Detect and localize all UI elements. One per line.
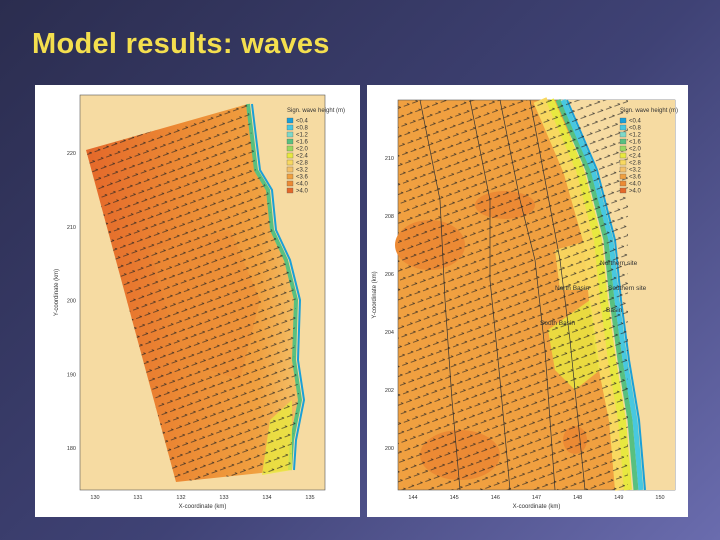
y-tick-label: 200 <box>67 299 76 305</box>
x-tick-label: 133 <box>219 495 228 501</box>
y-axis-label: Y-coordinate (km) <box>372 271 378 318</box>
legend-label: <0.4 <box>629 119 642 125</box>
legend-swatch <box>619 145 627 152</box>
y-axis-label: Y-coordinate (km) <box>54 269 60 316</box>
legend-swatch <box>286 152 294 159</box>
y-tick-label: 180 <box>67 446 76 452</box>
legend-label: <1.2 <box>629 133 642 139</box>
legend-label: <0.8 <box>629 126 642 132</box>
x-tick-label: 131 <box>133 495 142 501</box>
legend-swatch <box>619 124 627 131</box>
legend-swatch <box>619 152 627 159</box>
legend-swatch <box>286 159 294 166</box>
legend-swatch <box>619 131 627 138</box>
legend-label: <1.6 <box>629 140 642 146</box>
legend-swatch <box>286 173 294 180</box>
map-annotation: South Basin <box>540 320 575 327</box>
x-tick-label: 130 <box>90 495 99 501</box>
legend-swatch <box>619 187 627 194</box>
legend-swatch <box>286 180 294 187</box>
legend-swatch <box>619 138 627 145</box>
legend-swatch <box>619 117 627 124</box>
map-annotation: Basin <box>606 307 623 314</box>
map-annotation: Southern site <box>608 285 647 292</box>
legend-label: <2.4 <box>629 154 642 160</box>
x-tick-label: 150 <box>655 495 664 501</box>
legend-swatch <box>619 173 627 180</box>
y-tick-label: 210 <box>67 225 76 231</box>
map-annotation: North Basin <box>555 285 589 292</box>
legend-label: <0.4 <box>296 119 309 125</box>
legend-label: <2.0 <box>629 147 642 153</box>
legend-label: <2.4 <box>296 154 309 160</box>
right-figure <box>367 85 688 517</box>
x-tick-label: 145 <box>450 495 459 501</box>
legend-label: <2.0 <box>296 147 309 153</box>
legend-swatch <box>619 180 627 187</box>
x-tick-label: 132 <box>176 495 185 501</box>
y-tick-label: 204 <box>385 330 394 336</box>
legend-label: <4.0 <box>629 182 642 188</box>
coast-line <box>251 103 306 471</box>
slide-title: Model results: waves <box>32 28 330 60</box>
x-tick-label: 147 <box>532 495 541 501</box>
legend-swatch <box>619 159 627 166</box>
y-tick-label: 202 <box>385 388 394 394</box>
legend-label: <0.8 <box>296 126 309 132</box>
y-tick-label: 210 <box>385 156 394 162</box>
legend-label: <4.0 <box>296 182 309 188</box>
map-annotation: Northern site <box>600 260 638 267</box>
y-tick-label: 220 <box>67 151 76 157</box>
legend-swatch <box>619 166 627 173</box>
legend-swatch <box>286 117 294 124</box>
legend-label: <2.8 <box>629 161 642 167</box>
x-tick-label: 146 <box>491 495 500 501</box>
legend-swatch <box>286 166 294 173</box>
x-tick-label: 148 <box>573 495 582 501</box>
legend-title: Sign. wave height (m) <box>287 108 345 114</box>
wave-vectors <box>398 100 628 490</box>
wave-vectors <box>86 104 300 482</box>
legend-label: <1.2 <box>296 133 309 139</box>
legend-label: >4.0 <box>296 189 309 195</box>
legend-label: <2.8 <box>296 161 309 167</box>
left-figure <box>35 85 360 517</box>
x-tick-label: 144 <box>408 495 417 501</box>
legend-title: Sign. wave height (m) <box>620 108 678 114</box>
legend-label: <3.6 <box>629 175 642 181</box>
legend-swatch <box>286 187 294 194</box>
x-tick-label: 149 <box>614 495 623 501</box>
legend-swatch <box>286 124 294 131</box>
y-tick-label: 206 <box>385 272 394 278</box>
x-tick-label: 135 <box>305 495 314 501</box>
legend-label: >4.0 <box>629 189 642 195</box>
legend-label: <3.2 <box>629 168 642 174</box>
legend-swatch <box>286 131 294 138</box>
legend-label: <3.6 <box>296 175 309 181</box>
x-axis-label: X-coordinate (km) <box>179 504 227 510</box>
legend-label: <1.6 <box>296 140 309 146</box>
legend-label: <3.2 <box>296 168 309 174</box>
y-tick-label: 190 <box>67 372 76 378</box>
x-tick-label: 134 <box>262 495 271 501</box>
y-tick-label: 208 <box>385 214 394 220</box>
x-axis-label: X-coordinate (km) <box>513 504 561 510</box>
legend-swatch <box>286 138 294 145</box>
y-tick-label: 200 <box>385 446 394 452</box>
legend-swatch <box>286 145 294 152</box>
